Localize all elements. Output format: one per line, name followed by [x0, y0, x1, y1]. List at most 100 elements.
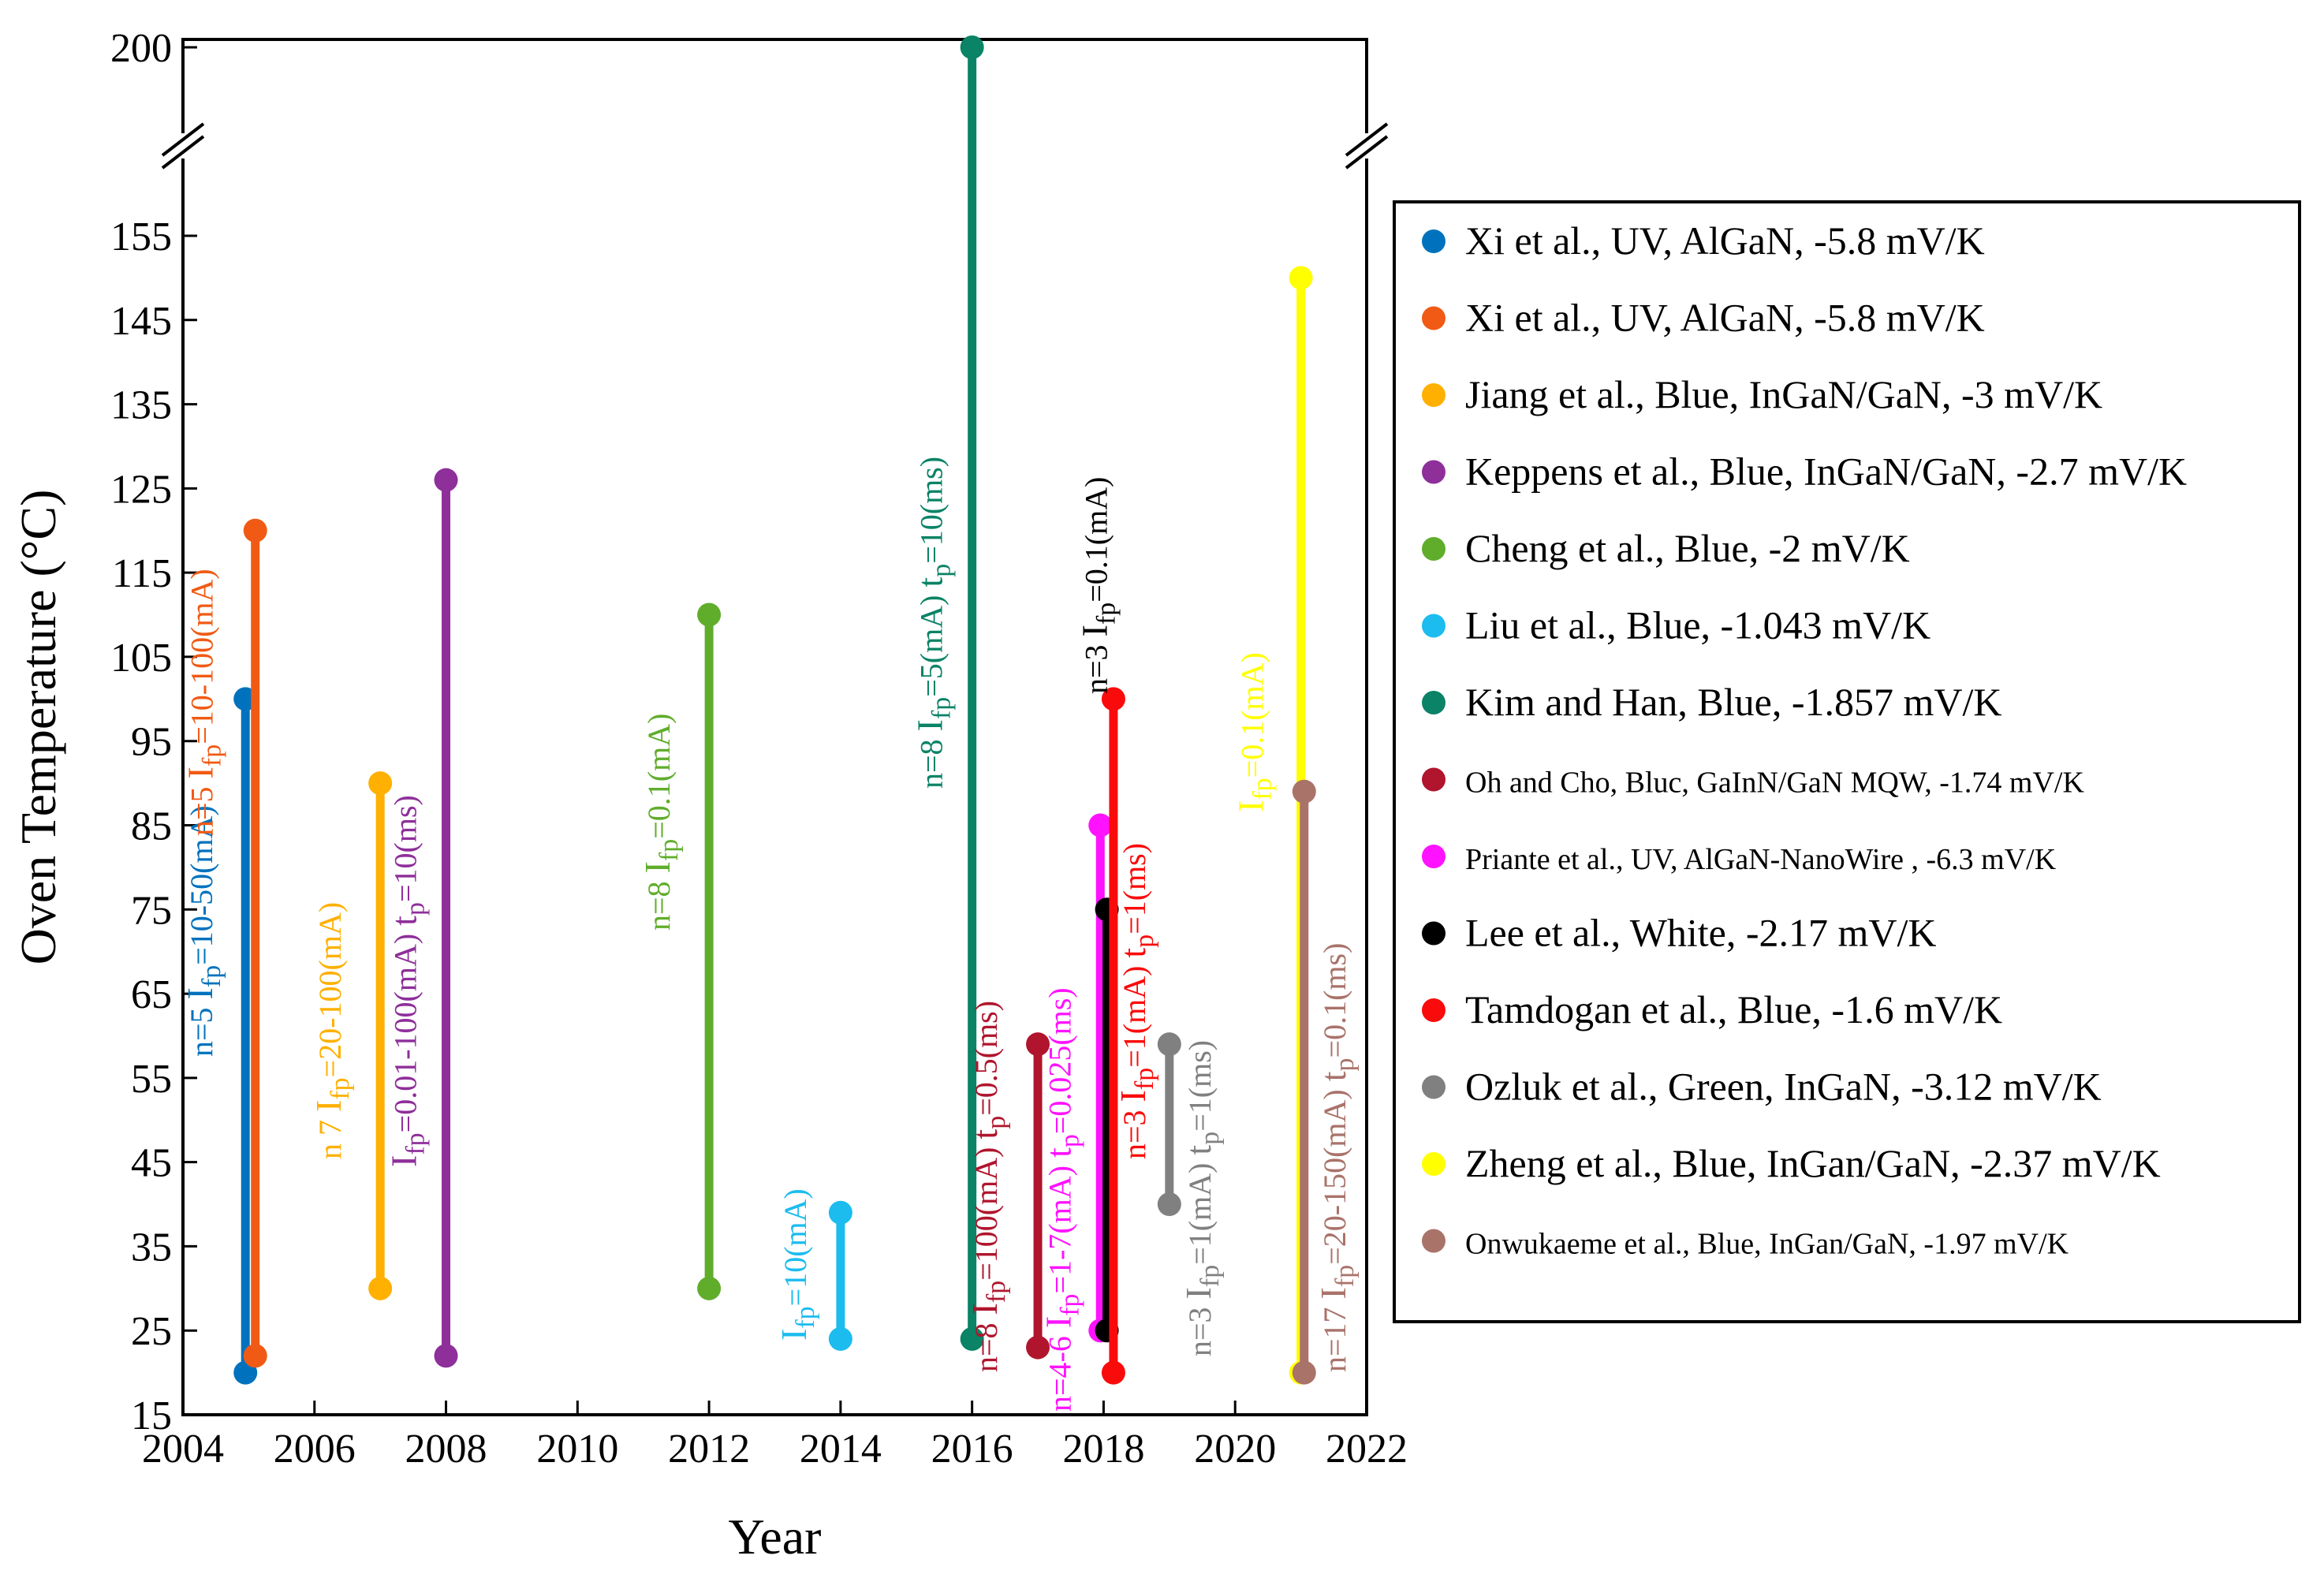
- y-axis-title: Oven Temperature (°C): [10, 490, 66, 965]
- legend-marker: [1422, 691, 1446, 714]
- legend-label: Priante et al., UV, AlGaN-NanoWire , -6.…: [1465, 843, 2057, 876]
- range-high-point: [1101, 687, 1125, 711]
- axis-break-mark: [161, 135, 205, 170]
- y-tick-label: 45: [131, 1141, 172, 1186]
- range-high-point: [434, 468, 458, 492]
- range-2: [368, 771, 393, 1300]
- legend-item: Kim and Han, Blue, -1.857 mV/K: [1422, 680, 2001, 724]
- legend-item: Ozluk et al., Green, InGaN, -3.12 mV/K: [1422, 1065, 2102, 1109]
- range-low-point: [1101, 1360, 1125, 1385]
- legend-marker: [1422, 998, 1446, 1022]
- range-7: [1026, 1032, 1050, 1360]
- y-tick-label: 35: [131, 1225, 172, 1270]
- legend: Xi et al., UV, AlGaN, -5.8 mV/K Xi et al.…: [1393, 200, 2301, 1323]
- y-tick-label: 95: [131, 720, 172, 765]
- legend-label: Lee et al., White, -2.17 mV/K: [1465, 911, 1937, 955]
- range-3: [434, 468, 458, 1368]
- legend-label: Zheng et al., Blue, InGan/GaN, -2.37 mV/…: [1465, 1141, 2161, 1185]
- range-annotation: Ifp=10(mA): [774, 1188, 820, 1341]
- range-annotation: n=8 Ifp=5(mA) tp=10(ms): [910, 457, 957, 789]
- x-tick-label: 2010: [536, 1427, 618, 1472]
- range-high-point: [697, 602, 722, 627]
- range-annotation: Ifp=0.01-100(mA) tp=10(ms): [384, 795, 431, 1167]
- range-annotation: Ifp=0.1(mA): [1231, 652, 1278, 812]
- range-6: [960, 35, 984, 1351]
- y-tick-label-top: 200: [110, 26, 172, 71]
- range-low-point: [828, 1326, 852, 1351]
- legend-marker: [1422, 921, 1446, 946]
- range-high-point: [1088, 813, 1113, 837]
- legend-box: [1393, 200, 2301, 1323]
- legend-marker: [1422, 1152, 1446, 1176]
- legend-marker: [1422, 460, 1446, 484]
- y-tick-label: 15: [131, 1393, 172, 1438]
- y-tick-label: 145: [110, 299, 172, 344]
- range-low-point: [960, 1326, 984, 1351]
- legend-label: Tamdogan et al., Blue, -1.6 mV/K: [1465, 987, 2002, 1031]
- x-tick-label: 2022: [1326, 1427, 1408, 1472]
- legend-item: Liu et al., Blue, -1.043 mV/K: [1422, 603, 1930, 647]
- y-tick-label: 65: [131, 972, 172, 1017]
- legend-label: Liu et al., Blue, -1.043 mV/K: [1465, 603, 1930, 647]
- range-high-point: [1292, 779, 1316, 804]
- legend-item: Priante et al., UV, AlGaN-NanoWire , -6.…: [1422, 843, 2057, 876]
- range-annotation: n=5 Ifp=10-100(mA): [181, 569, 227, 836]
- x-tick-label: 2004: [142, 1427, 224, 1472]
- legend-label: Xi et al., UV, AlGaN, -5.8 mV/K: [1465, 218, 1985, 263]
- annotations: n=5 Ifp=10-50(mA) n=5 Ifp=10-100(mA) n 7…: [180, 457, 1360, 1412]
- range-low-point: [1292, 1360, 1316, 1385]
- legend-marker: [1422, 767, 1446, 792]
- y-tick-label: 25: [131, 1309, 172, 1354]
- legend-item: Tamdogan et al., Blue, -1.6 mV/K: [1422, 987, 2002, 1031]
- x-tick-label: 2020: [1194, 1427, 1276, 1472]
- range-annotation: n=17 Ifp=20-150(mA) tp=0.1(ms): [1313, 943, 1360, 1372]
- legend-label: Cheng et al., Blue, -2 mV/K: [1465, 526, 1910, 570]
- legend-item: Keppens et al., Blue, InGaN/GaN, -2.7 mV…: [1422, 450, 2187, 494]
- range-low-point: [434, 1344, 458, 1368]
- legend-label: Kim and Han, Blue, -1.857 mV/K: [1465, 680, 2001, 724]
- y-tick-label: 115: [112, 551, 172, 596]
- range-low-point: [1157, 1192, 1181, 1217]
- legend-marker: [1422, 1075, 1446, 1099]
- legend-label: Oh and Cho, Bluc, GaInN/GaN MQW, -1.74 m…: [1465, 767, 2084, 800]
- axis-break-mark: [1345, 135, 1389, 170]
- y-tick-label: 155: [110, 215, 172, 259]
- range-low-point: [1026, 1335, 1050, 1360]
- legend-marker: [1422, 537, 1446, 561]
- legend-label: Keppens et al., Blue, InGaN/GaN, -2.7 mV…: [1465, 450, 2187, 494]
- plot-frame: [181, 38, 1368, 1416]
- range-high-point: [368, 771, 393, 796]
- y-tick-label: 105: [110, 636, 172, 681]
- x-tick-label: 2008: [405, 1427, 487, 1472]
- legend-item: Zheng et al., Blue, InGan/GaN, -2.37 mV/…: [1422, 1141, 2161, 1185]
- axis-break-gap: [167, 133, 199, 159]
- y-tick-label: 75: [131, 888, 172, 933]
- legend-marker: [1422, 306, 1446, 330]
- range-5: [828, 1200, 852, 1351]
- legend-label: Xi et al., UV, AlGaN, -5.8 mV/K: [1465, 296, 1985, 340]
- range-high-point: [243, 518, 267, 543]
- legend-label: Ozluk et al., Green, InGaN, -3.12 mV/K: [1465, 1065, 2102, 1109]
- legend-marker: [1422, 383, 1446, 407]
- range-4: [697, 602, 722, 1300]
- range-13: [1292, 779, 1316, 1385]
- x-tick-label: 2006: [274, 1427, 356, 1472]
- axis-break-mark: [1345, 122, 1389, 157]
- range-low-point: [697, 1276, 722, 1300]
- legend-marker: [1422, 229, 1446, 253]
- range-low-point: [243, 1344, 267, 1368]
- x-axis-title: Year: [729, 1509, 822, 1565]
- range-low-point: [368, 1276, 393, 1300]
- range-high-point: [960, 35, 984, 59]
- axis-break-mark: [161, 122, 205, 157]
- range-annotation: n=3 Ifp=1(mA) tp=1(ms): [1178, 1040, 1225, 1356]
- legend-marker: [1422, 614, 1446, 638]
- legend-item: Onwukaeme et al., Blue, InGan/GaN, -1.97…: [1422, 1228, 2069, 1261]
- legend-label: Onwukaeme et al., Blue, InGan/GaN, -1.97…: [1465, 1228, 2069, 1261]
- x-tick-label: 2018: [1062, 1427, 1144, 1472]
- axes: 15 25 35 45 55 65 75 85 95 105 115 125 135 145 155 200 2…: [10, 26, 1408, 1565]
- range-high-point: [1289, 266, 1313, 290]
- range-annotation: n=3 Ifp=1(mA) tp=1(ms): [1113, 843, 1159, 1159]
- range-11: [1157, 1032, 1181, 1217]
